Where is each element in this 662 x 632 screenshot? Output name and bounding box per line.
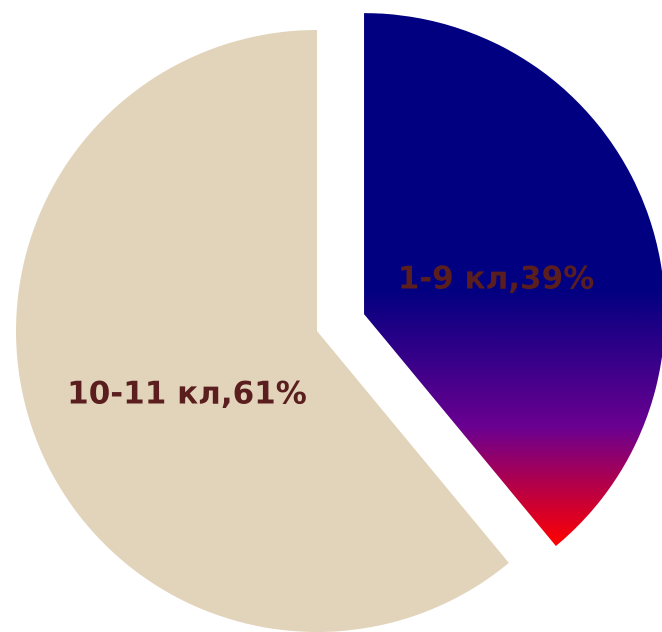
slice-label-2: 10-11 кл,61%: [67, 376, 307, 412]
slice-label-1: 1-9 кл,39%: [398, 261, 595, 297]
pie-slice-1: [364, 13, 662, 546]
pie-slice-2: [16, 30, 509, 632]
